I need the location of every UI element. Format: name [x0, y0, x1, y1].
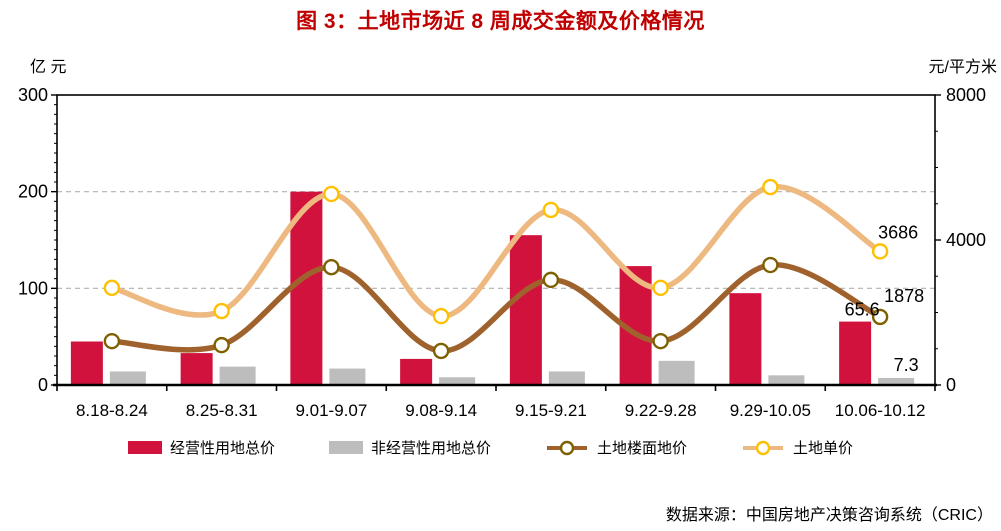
right-axis-tick-label: 8000 [946, 85, 986, 105]
bar-non-operating-land [768, 375, 805, 385]
marker-unit-price [103, 279, 121, 297]
marker-floor-price [103, 332, 121, 350]
bar-non-operating-land [109, 371, 146, 385]
legend-item-unit-price: 土地单价 [741, 437, 853, 458]
bar-non-operating-land [439, 377, 476, 385]
bar-non-operating-land [329, 368, 366, 385]
category-label: 8.25-8.31 [186, 401, 258, 420]
marker-unit-price [871, 243, 889, 260]
left-axis-tick-label: 0 [38, 375, 48, 395]
bar-non-operating-land [878, 377, 915, 385]
category-label: 9.29-10.05 [730, 401, 811, 420]
marker-floor-price [323, 258, 340, 276]
marker-unit-price [432, 307, 450, 325]
marker-unit-price [323, 185, 340, 203]
category-label: 9.22-9.28 [625, 401, 697, 420]
right-axis-tick-label: 0 [946, 375, 956, 395]
right-axis-unit-label: 元/平方米 [929, 58, 997, 76]
data-label: 3686 [878, 222, 918, 242]
legend-item-non-operating-land: 非经营性用地总价 [329, 437, 491, 458]
operating-land-swatch [128, 441, 162, 454]
bar-operating-land [839, 321, 872, 385]
category-label: 8.18-8.24 [76, 401, 148, 420]
marker-floor-price [542, 271, 560, 289]
marker-unit-price [213, 302, 230, 320]
bar-operating-land [180, 353, 213, 385]
marker-unit-price [542, 201, 560, 219]
marker-unit-price [762, 178, 779, 196]
left-axis-tick-label: 100 [18, 278, 48, 298]
marker-floor-price [762, 256, 779, 274]
category-label: 9.08-9.14 [405, 401, 477, 420]
unit-price-line-sample [743, 440, 784, 455]
legend-label-non-operating-land: 非经营性用地总价 [371, 440, 492, 457]
marker-floor-price [432, 342, 450, 360]
data-label: 7.3 [894, 355, 919, 375]
left-axis-unit-label: 亿 元 [30, 58, 66, 76]
legend-item-floor-price: 土地楼面地价 [545, 437, 687, 458]
left-axis-tick-label: 200 [18, 182, 48, 202]
plot-frame [56, 94, 936, 386]
category-label: 10.06-10.12 [835, 401, 926, 420]
marker-floor-price [871, 308, 889, 326]
category-label: 9.15-9.21 [515, 401, 587, 420]
non-operating-land-swatch [329, 441, 364, 454]
line-unit-price [109, 184, 883, 319]
legend-label-operating-land: 经营性用地总价 [170, 440, 276, 457]
bar-operating-land [729, 293, 762, 385]
marker-floor-price [652, 332, 669, 350]
right-axis-tick-label: 4000 [946, 230, 986, 250]
legend-label-unit-price: 土地单价 [793, 440, 854, 457]
bar-operating-land [70, 341, 103, 385]
legend-label-floor-price: 土地楼面地价 [597, 440, 688, 457]
data-source: 数据来源：中国房地产决策咨询系统（CRIC） [665, 507, 993, 524]
legend: 经营性用地总价 非经营性用地总价 土地楼面地价 土地单价 [128, 437, 853, 458]
marker-floor-price [213, 336, 230, 354]
bar-operating-land [509, 235, 542, 385]
data-label: 1878 [884, 286, 924, 306]
left-axis-tick-label: 300 [18, 85, 48, 105]
bar-non-operating-land [658, 360, 695, 385]
marker-unit-price [652, 279, 669, 297]
legend-item-operating-land: 经营性用地总价 [128, 437, 275, 458]
bar-non-operating-land [219, 366, 256, 385]
category-label: 9.01-9.07 [295, 401, 367, 420]
floor-price-line-sample [547, 440, 588, 455]
bar-operating-land [400, 358, 433, 385]
bar-non-operating-land [548, 371, 585, 385]
line-floor-price [109, 262, 883, 354]
chart-title: 图 3：土地市场近 8 周成交金额及价格情况 [296, 10, 705, 33]
data-label: 65.6 [845, 300, 880, 320]
